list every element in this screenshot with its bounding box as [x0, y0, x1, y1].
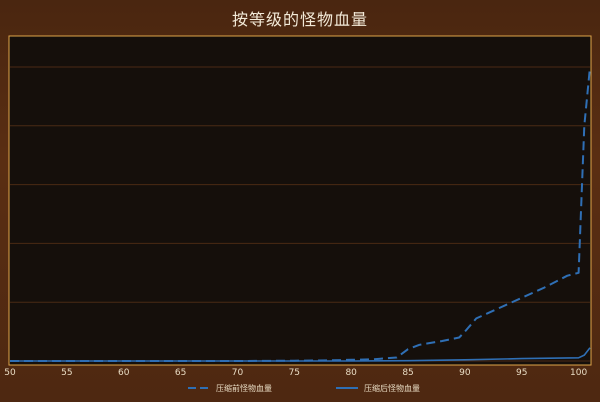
legend: 压缩前怪物血量 压缩后怪物血量	[188, 383, 420, 393]
x-tick-label: 65	[175, 368, 186, 378]
x-tick-label: 70	[232, 368, 244, 378]
x-tick-label: 50	[4, 368, 16, 378]
x-tick-label: 60	[118, 368, 130, 378]
x-tick-label: 95	[516, 368, 527, 378]
x-tick-labels: 50 55 60 65 70 75 80 85 90 95 100	[4, 368, 587, 378]
plot-area	[10, 37, 590, 364]
x-tick-label: 80	[345, 368, 357, 378]
x-tick-label: 90	[459, 368, 471, 378]
series-lines	[10, 66, 591, 362]
x-tick-label: 75	[289, 368, 300, 378]
legend-label: 压缩前怪物血量	[216, 383, 272, 393]
series-line-2	[10, 347, 591, 362]
x-tick-label: 100	[570, 368, 587, 378]
x-tick-label: 55	[61, 368, 72, 378]
x-tick-label: 85	[402, 368, 413, 378]
legend-label: 压缩后怪物血量	[364, 383, 420, 393]
chart-title: 按等级的怪物血量	[231, 10, 368, 29]
